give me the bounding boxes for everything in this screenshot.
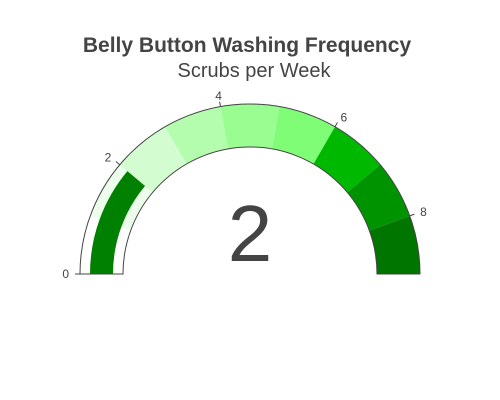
gauge-step-2 [119,126,187,193]
gauge-value-bar [90,171,146,274]
gauge-value-label: 2 [228,189,273,278]
gauge-border-group [79,103,421,275]
gauge-step-4 [220,103,280,149]
gauge-step-8 [369,215,420,274]
gauge-step-6 [313,126,381,193]
gauge-tick-label: 4 [215,89,222,103]
gauge-step-5 [272,106,335,165]
gauge-tick-label: 0 [62,267,69,281]
gauge-step-7 [347,164,410,231]
chart-subtitle: Scrubs per Week [177,60,331,82]
gauge-tick-label: 8 [420,205,427,219]
gauge-tick-mark [334,122,338,128]
gauge-tick-mark [219,101,221,107]
gauge-border [79,103,421,275]
gauge-ticks: 0 2 4 6 8 [62,89,427,281]
gauge-tick-mark [115,161,121,166]
chart-title: Belly Button Washing Frequency [83,34,412,57]
gauge-tick-mark [409,213,415,217]
gauge-step-3 [165,106,228,165]
gauge-tick-label: 2 [105,151,112,165]
gauge-tick-label: 6 [341,110,348,124]
gauge-value-bar-group [90,171,146,274]
